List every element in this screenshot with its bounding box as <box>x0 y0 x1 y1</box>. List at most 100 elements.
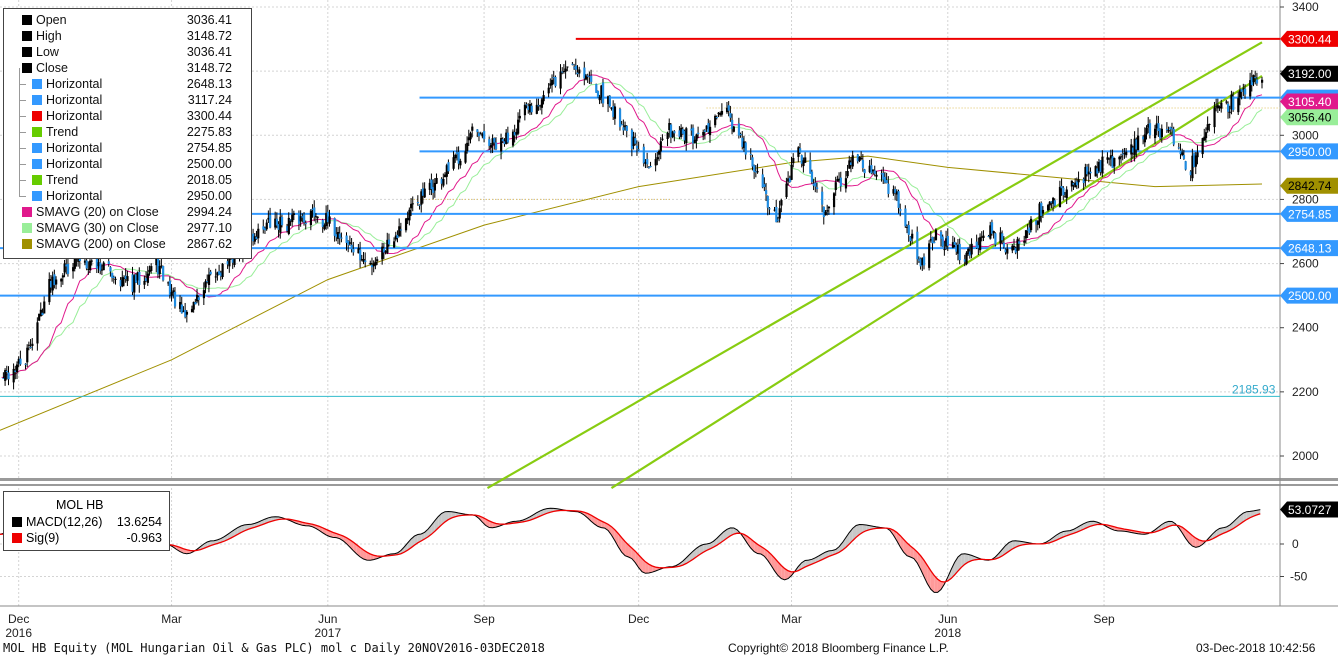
macd-fill <box>445 511 449 522</box>
candle-body <box>999 232 1002 244</box>
candle-body <box>179 302 182 309</box>
candle-body <box>680 127 683 137</box>
candle-body <box>946 235 949 246</box>
macd-legend-title: MOL HB <box>56 498 104 512</box>
candle-body <box>979 237 982 251</box>
candle-body <box>219 272 223 277</box>
candle-body <box>31 343 34 347</box>
candle-body <box>500 138 503 152</box>
candle-body <box>469 133 472 140</box>
candle-body <box>917 259 921 261</box>
macd-legend: MOL HB MACD(12,26) 13.6254 Sig(9) -0.963 <box>3 491 170 551</box>
candle-body <box>911 233 914 239</box>
macd-fill <box>760 546 765 557</box>
candles <box>2 58 1264 390</box>
y-tick-label: 3000 <box>1292 128 1319 142</box>
candle-body <box>1084 166 1087 182</box>
candle-body <box>919 258 922 267</box>
horizontal-line-value-label: 2950.00 <box>1288 145 1332 159</box>
candle-body <box>280 217 284 226</box>
candle-body <box>517 119 520 134</box>
candle-body <box>333 218 336 236</box>
candle-body <box>647 167 651 169</box>
candle-body <box>1157 123 1160 132</box>
candle-body <box>975 241 978 249</box>
sma-20-line <box>1 74 1263 379</box>
legend-label: SMAVG (20) on Close <box>36 205 159 219</box>
candle-body <box>55 279 58 285</box>
candle-body <box>1028 227 1031 234</box>
candle-body <box>1086 166 1089 175</box>
candle-body <box>646 158 649 165</box>
candle-body <box>348 242 352 244</box>
legend-label: Trend <box>46 125 79 139</box>
x-tick-year-label: 2017 <box>314 626 341 640</box>
macd-fill <box>917 551 921 570</box>
candle-body <box>228 254 231 267</box>
candle-body <box>411 203 414 205</box>
candle-body <box>608 95 611 107</box>
candle-body <box>1096 168 1099 174</box>
candle-body <box>1240 89 1243 92</box>
candle-body <box>321 219 324 227</box>
candle-body <box>73 253 76 269</box>
candle-body <box>1036 221 1039 225</box>
candle-body <box>27 344 31 346</box>
candle-body <box>17 358 20 364</box>
candle-body <box>1035 220 1038 225</box>
candle-body <box>370 264 374 268</box>
candle-body <box>754 171 758 173</box>
candle-body <box>885 180 888 184</box>
candle-body <box>953 241 956 245</box>
candle-body <box>542 95 545 102</box>
macd-fill <box>1239 513 1244 525</box>
candle-body <box>955 244 958 252</box>
candle-body <box>184 309 187 317</box>
candle-body <box>1013 246 1016 248</box>
candle-body <box>1118 156 1121 160</box>
candle-body <box>958 243 961 261</box>
candle-body <box>780 200 783 206</box>
candle-body <box>714 115 717 126</box>
candle-body <box>393 241 396 248</box>
horizontal-line-value-label-bg <box>1280 205 1338 222</box>
candle-body <box>732 126 735 132</box>
legend-swatch <box>32 127 42 137</box>
candle-body <box>873 170 876 174</box>
macd-fill <box>968 554 972 563</box>
candle-body <box>1133 138 1136 155</box>
legend-entry: Low 3036.41 <box>4 44 249 60</box>
macd-fill <box>907 542 911 557</box>
candle-body <box>1011 245 1014 251</box>
candle-body <box>162 265 165 281</box>
candle-body <box>433 182 437 191</box>
candle-body <box>702 132 705 136</box>
candle-body <box>880 173 883 175</box>
candle-body <box>897 191 900 208</box>
candle-body <box>1167 130 1170 132</box>
legend-value: 3036.41 <box>186 45 232 59</box>
candle-body <box>435 177 438 184</box>
candle-body <box>610 107 613 110</box>
candle-body <box>856 154 859 162</box>
macd-fill <box>920 555 924 577</box>
candle-body <box>559 71 562 89</box>
candle-body <box>717 112 720 115</box>
macd-fill <box>856 524 860 538</box>
candle-body <box>314 216 318 218</box>
candle-body <box>1179 150 1182 155</box>
macd-fill <box>696 545 700 557</box>
macd-fill <box>441 511 446 525</box>
candle-body <box>607 96 610 105</box>
candle-body <box>1230 94 1233 110</box>
candle-body <box>1004 249 1007 253</box>
candle-body <box>1153 128 1157 139</box>
candle-body <box>622 127 625 131</box>
candle-body <box>583 67 586 79</box>
macd-fill <box>852 525 857 541</box>
candle-body <box>654 159 657 166</box>
candle-body <box>778 208 781 219</box>
candle-body <box>634 138 637 144</box>
candle-body <box>1002 242 1006 247</box>
candle-body <box>720 110 724 115</box>
